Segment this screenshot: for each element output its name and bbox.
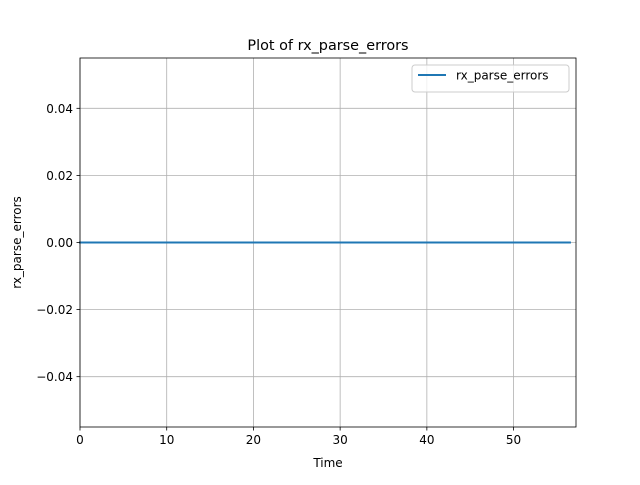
y-tick-label: 0.00 [46, 236, 73, 250]
y-tick-label: 0.04 [46, 102, 73, 116]
legend-box [411, 64, 570, 93]
x-axis-label: Time [312, 456, 342, 470]
y-axis-ticks: −0.04 −0.02 0.00 0.02 0.04 [36, 102, 80, 384]
x-axis-ticks: 0 10 20 30 40 50 [76, 427, 521, 447]
x-tick-label: 30 [332, 433, 347, 447]
y-tick-label: 0.02 [46, 169, 73, 183]
x-tick-label: 20 [246, 433, 261, 447]
x-tick-label: 50 [506, 433, 521, 447]
chart-title: Plot of rx_parse_errors [247, 38, 408, 54]
x-tick-label: 10 [159, 433, 174, 447]
x-tick-label: 0 [76, 433, 84, 447]
y-axis-label: rx_parse_errors [10, 196, 24, 289]
legend-label: rx_parse_errors [456, 69, 549, 83]
x-tick-label: 40 [419, 433, 434, 447]
y-tick-label: −0.04 [36, 370, 73, 384]
legend: rx_parse_errors [411, 64, 570, 93]
y-tick-label: −0.02 [36, 303, 73, 317]
